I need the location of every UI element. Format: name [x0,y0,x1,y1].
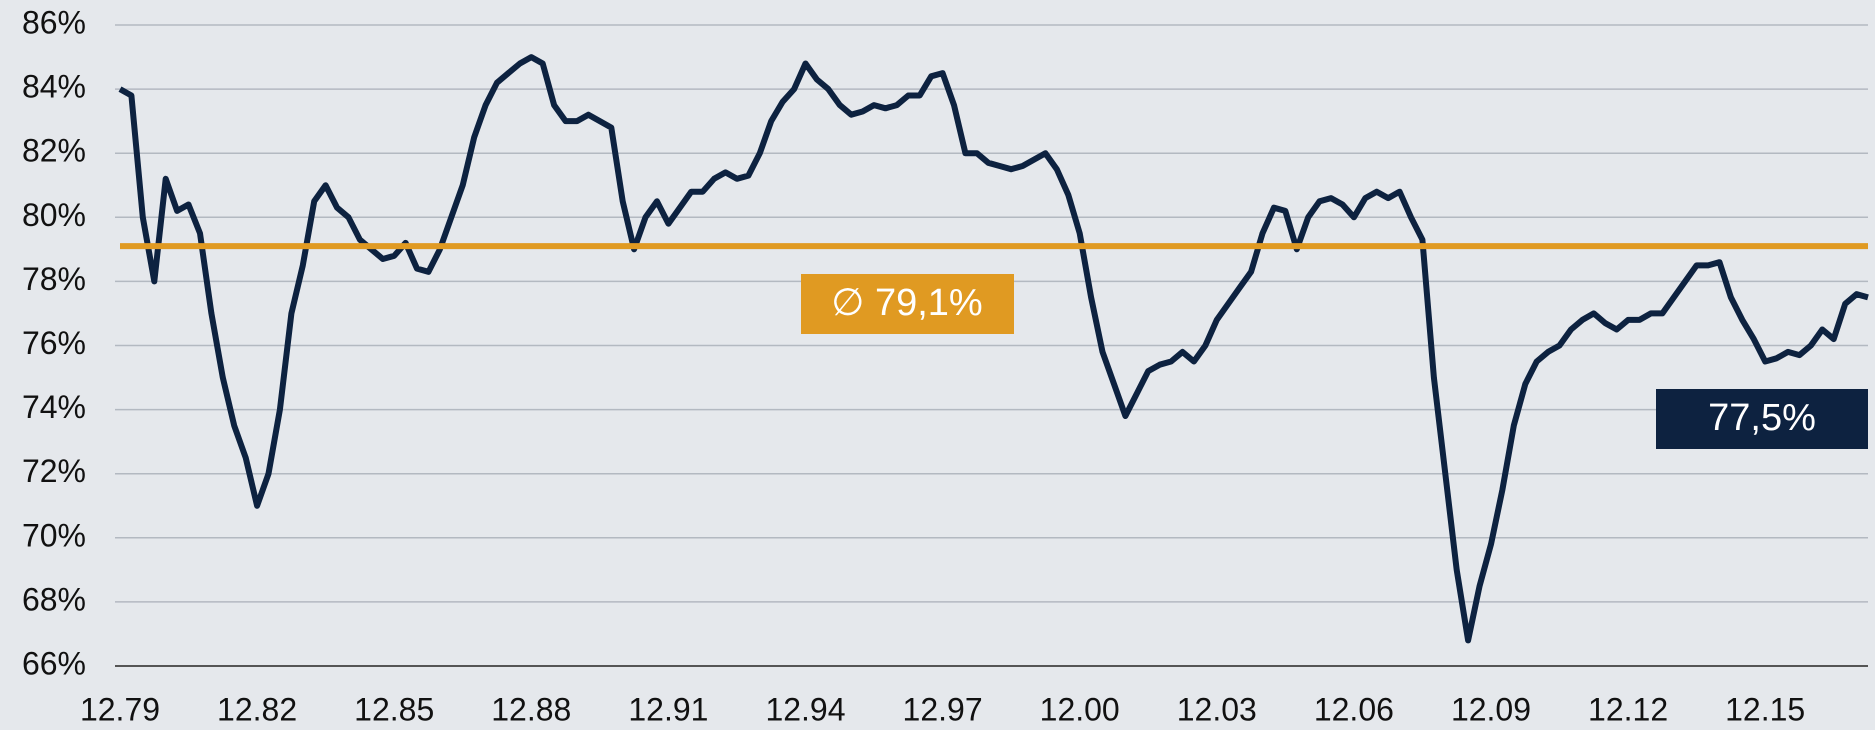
x-tick-label: 12.88 [491,691,571,727]
x-tick-label: 12.03 [1177,691,1257,727]
y-tick-label: 84% [22,69,86,105]
data-line [118,54,1869,644]
y-tick-label: 74% [22,389,86,425]
last-value-label: 77,5% [1708,397,1816,439]
y-tick-label: 68% [22,581,86,617]
average-label-box [801,274,1014,334]
y-tick-label: 70% [22,517,86,553]
last-value-box [1656,389,1868,449]
y-tick-label: 78% [22,261,86,297]
y-tick-label: 66% [22,645,86,681]
y-tick-label: 80% [22,197,86,233]
x-tick-label: 12.97 [903,691,983,727]
y-tick-label: 86% [22,4,86,40]
x-tick-label: 12.00 [1040,691,1120,727]
y-tick-label: 76% [22,325,86,361]
x-tick-label: 12.79 [80,691,160,727]
x-tick-label: 12.06 [1314,691,1394,727]
x-tick-label: 12.15 [1725,691,1805,727]
x-tick-label: 12.09 [1451,691,1531,727]
x-tick-label: 12.94 [765,691,845,727]
x-tick-label: 12.12 [1588,691,1668,727]
x-tick-label: 12.91 [628,691,708,727]
average-label: ∅ 79,1% [831,282,982,324]
x-tick-label: 12.85 [354,691,434,727]
y-tick-label: 72% [22,453,86,489]
y-tick-label: 82% [22,133,86,169]
x-tick-label: 12.82 [217,691,297,727]
